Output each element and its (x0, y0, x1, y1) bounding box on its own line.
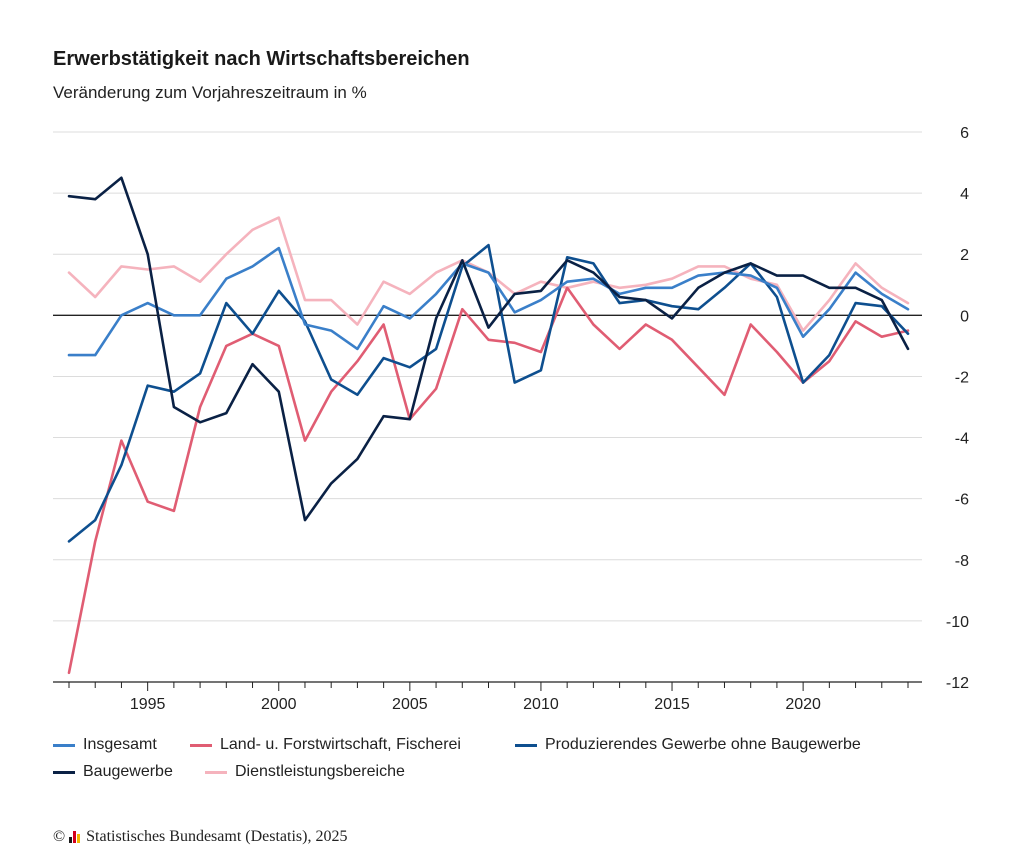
series-lines (67, 176, 910, 675)
y-axis-ticks: 6 4 2 0 -2 -4 -6 -8 -10 -12 (946, 125, 969, 692)
series-line-3 (67, 176, 910, 522)
legend-label: Produzierendes Gewerbe ohne Baugewerbe (545, 736, 861, 753)
y-tick-label: 4 (960, 186, 969, 203)
y-tick-label: 0 (960, 308, 969, 325)
chart-subtitle: Veränderung zum Vorjahreszeitraum in % (53, 83, 367, 102)
series-line-0 (67, 246, 910, 357)
copyright-symbol: © (53, 828, 66, 845)
x-tick-label: 2005 (392, 696, 428, 713)
y-tick-label: -2 (955, 369, 969, 386)
x-axis: 1995 2000 2005 2010 2015 2020 (53, 681, 922, 713)
logo-bar (77, 834, 81, 843)
y-tick-label: -10 (946, 614, 969, 631)
legend-swatch (53, 770, 75, 774)
legend-label: Dienstleistungsbereiche (235, 763, 405, 780)
y-tick-label: -12 (946, 675, 969, 692)
source-footer: © Statistisches Bundesamt (Destatis), 20… (53, 828, 347, 846)
legend-label: Land- u. Forstwirtschaft, Fischerei (220, 736, 461, 753)
y-tick-label: -6 (955, 492, 969, 509)
destatis-logo-icon (69, 831, 81, 843)
logo-bar (73, 831, 77, 843)
y-tick-label: 2 (960, 247, 969, 264)
y-tick-label: 6 (960, 125, 969, 142)
logo-bar (69, 837, 73, 843)
series-line-1 (67, 286, 910, 675)
x-tick-label: 2020 (785, 696, 821, 713)
x-tick-label: 2000 (261, 696, 297, 713)
chart-title: Erwerbstätigkeit nach Wirtschaftsbereich… (53, 48, 470, 70)
x-tick-label: 2010 (523, 696, 559, 713)
legend-item: Dienstleistungsbereiche (205, 763, 405, 781)
series-line-2 (67, 243, 910, 543)
legend-swatch (53, 743, 75, 747)
legend-item: Baugewerbe (53, 763, 173, 781)
source-text: Statistisches Bundesamt (Destatis), 2025 (86, 828, 348, 845)
legend-item: Land- u. Forstwirtschaft, Fischerei (190, 736, 461, 754)
legend-item: Insgesamt (53, 736, 157, 754)
legend-label: Insgesamt (83, 736, 157, 753)
y-tick-label: -8 (955, 553, 969, 570)
legend-label: Baugewerbe (83, 763, 173, 780)
legend-swatch (190, 743, 212, 747)
x-tick-label: 2015 (654, 696, 690, 713)
legend-swatch (205, 770, 227, 774)
x-tick-label: 1995 (130, 696, 166, 713)
legend-item: Produzierendes Gewerbe ohne Baugewerbe (515, 736, 861, 754)
legend-swatch (515, 743, 537, 747)
y-tick-label: -4 (955, 431, 969, 448)
grid-lines (53, 131, 922, 683)
